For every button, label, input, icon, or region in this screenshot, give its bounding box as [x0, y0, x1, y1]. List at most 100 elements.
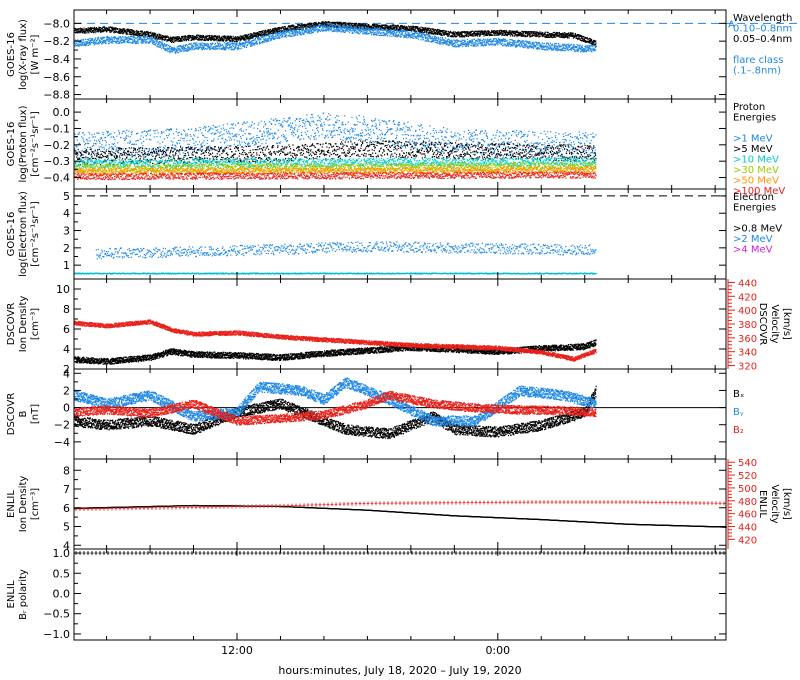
data-point — [155, 35, 156, 36]
data-point — [213, 37, 214, 38]
data-point — [147, 31, 148, 32]
data-point — [453, 36, 454, 37]
data-point — [197, 37, 198, 38]
data-point — [428, 33, 429, 34]
data-point — [458, 32, 459, 33]
data-point — [98, 30, 99, 31]
data-point — [313, 23, 314, 24]
data-point — [165, 39, 166, 40]
data-point — [457, 35, 458, 36]
data-point — [142, 35, 143, 36]
data-point — [438, 29, 439, 30]
data-point — [182, 40, 183, 41]
data-point — [231, 40, 232, 41]
data-point — [252, 34, 253, 35]
data-point — [100, 27, 101, 28]
data-point — [446, 31, 447, 32]
data-point — [214, 40, 215, 41]
data-point — [265, 30, 266, 31]
data-point — [368, 24, 369, 25]
data-point — [127, 33, 128, 34]
data-point — [410, 28, 411, 29]
data-point — [217, 40, 218, 41]
data-point — [93, 32, 94, 33]
data-point — [124, 28, 125, 29]
data-point — [129, 33, 130, 34]
data-point — [265, 31, 266, 32]
data-point — [270, 29, 271, 30]
data-point — [450, 31, 451, 32]
data-point — [155, 33, 156, 34]
data-point — [398, 25, 399, 26]
data-point — [95, 32, 96, 33]
data-point — [408, 26, 409, 27]
data-point — [319, 23, 320, 24]
data-point — [291, 26, 292, 27]
data-point — [363, 23, 364, 24]
data-point — [454, 33, 455, 34]
data-point — [191, 37, 192, 38]
data-point — [314, 22, 315, 23]
data-point — [281, 28, 282, 29]
data-point — [444, 34, 445, 35]
data-point — [454, 31, 455, 32]
data-point — [415, 29, 416, 30]
data-point — [427, 32, 428, 33]
data-point — [142, 31, 143, 32]
data-point — [137, 33, 138, 34]
data-point — [134, 31, 135, 32]
data-point — [437, 31, 438, 32]
data-point — [188, 39, 189, 40]
data-point — [136, 30, 137, 31]
data-point — [216, 39, 217, 40]
data-point — [433, 28, 434, 29]
data-point — [203, 35, 204, 36]
data-point — [84, 28, 85, 29]
data-point — [86, 32, 87, 33]
data-point — [406, 30, 407, 31]
data-point — [117, 29, 118, 30]
data-point — [190, 35, 191, 36]
data-point — [93, 30, 94, 31]
data-point — [456, 36, 457, 37]
data-point — [204, 37, 205, 38]
data-point — [293, 25, 294, 26]
data-point — [126, 32, 127, 33]
data-point — [442, 35, 443, 36]
data-point — [247, 35, 248, 36]
data-point — [464, 36, 465, 37]
data-point — [200, 35, 201, 36]
data-point — [202, 39, 203, 40]
data-point — [96, 27, 97, 28]
data-point — [175, 37, 176, 38]
data-point — [249, 34, 250, 35]
data-point — [233, 36, 234, 37]
data-point — [397, 27, 398, 28]
data-point — [114, 32, 115, 33]
data-point — [356, 23, 357, 24]
data-point — [365, 23, 366, 24]
data-point — [101, 30, 102, 31]
data-point — [322, 21, 323, 22]
data-point — [172, 41, 173, 42]
data-point — [167, 35, 168, 36]
data-point — [209, 35, 210, 36]
data-point — [432, 31, 433, 32]
data-point — [449, 34, 450, 35]
data-point — [161, 37, 162, 38]
data-point — [290, 28, 291, 29]
data-point — [193, 39, 194, 40]
data-point — [422, 27, 423, 28]
data-point — [144, 31, 145, 32]
data-point — [102, 28, 103, 29]
data-point — [231, 36, 232, 37]
data-point — [168, 36, 169, 37]
data-point — [455, 35, 456, 36]
data-point — [235, 36, 236, 37]
data-point — [157, 35, 158, 36]
data-point — [123, 32, 124, 33]
data-point — [404, 26, 405, 27]
data-point — [438, 33, 439, 34]
